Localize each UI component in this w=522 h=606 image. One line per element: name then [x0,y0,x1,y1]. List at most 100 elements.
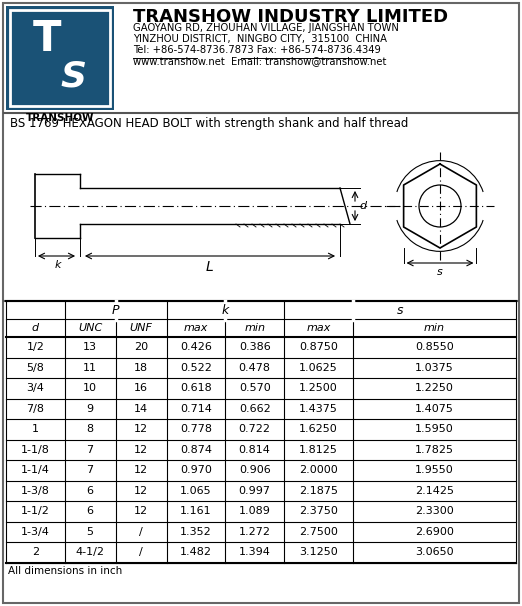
Text: TRANSHOW: TRANSHOW [26,113,94,123]
Text: 1.161: 1.161 [180,506,212,516]
Text: d: d [359,201,366,211]
Text: 0.478: 0.478 [239,363,270,373]
Text: /: / [139,547,143,558]
Text: 1.2500: 1.2500 [299,383,338,393]
Text: 0.386: 0.386 [239,342,270,352]
Text: 1.0625: 1.0625 [299,363,338,373]
Text: 1.2250: 1.2250 [415,383,454,393]
Text: 5/8: 5/8 [27,363,44,373]
Text: All dimensions in inch: All dimensions in inch [8,565,122,576]
Text: min: min [424,323,445,333]
Text: Tel: +86-574-8736.7873 Fax: +86-574-8736.4349: Tel: +86-574-8736.7873 Fax: +86-574-8736… [133,45,381,55]
Text: 0.8550: 0.8550 [415,342,454,352]
Text: 1-3/4: 1-3/4 [21,527,50,537]
Text: BS 1769 HEXAGON HEAD BOLT with strength shank and half thread: BS 1769 HEXAGON HEAD BOLT with strength … [10,117,408,130]
Text: 1.0375: 1.0375 [415,363,454,373]
Text: TRANSHOW INDUSTRY LIMITED: TRANSHOW INDUSTRY LIMITED [133,8,448,26]
Text: 1.065: 1.065 [180,486,212,496]
Text: 1.352: 1.352 [180,527,212,537]
Text: 2.6900: 2.6900 [415,527,454,537]
Text: 1/2: 1/2 [27,342,44,352]
Text: 0.997: 0.997 [239,486,270,496]
Text: 3/4: 3/4 [27,383,44,393]
Text: 12: 12 [134,506,148,516]
Text: 7/8: 7/8 [26,404,44,414]
Text: 3.0650: 3.0650 [415,547,454,558]
Text: 0.778: 0.778 [180,424,212,435]
Text: 2.7500: 2.7500 [299,527,338,537]
Text: 9: 9 [87,404,94,414]
Text: 0.618: 0.618 [180,383,212,393]
Text: 1.394: 1.394 [239,547,270,558]
Text: 1.272: 1.272 [239,527,270,537]
Text: 12: 12 [134,486,148,496]
Text: 14: 14 [134,404,148,414]
Text: 6: 6 [87,486,93,496]
Text: T: T [33,18,61,60]
Text: /: / [139,527,143,537]
Text: 11: 11 [83,363,97,373]
Text: 20: 20 [134,342,148,352]
Text: L: L [206,260,214,274]
Text: 6: 6 [87,506,93,516]
Text: UNF: UNF [129,323,152,333]
Text: 12: 12 [134,445,148,454]
Text: min: min [244,323,265,333]
Text: 12: 12 [134,424,148,435]
Text: 0.874: 0.874 [180,445,212,454]
Text: 1-3/8: 1-3/8 [21,486,50,496]
Text: 1.4075: 1.4075 [415,404,454,414]
Text: s: s [437,267,443,277]
Text: 2.1425: 2.1425 [415,486,454,496]
Text: S: S [60,60,86,94]
Text: 1.482: 1.482 [180,547,212,558]
Text: 0.570: 0.570 [239,383,270,393]
Text: s: s [397,304,403,316]
Text: 0.814: 0.814 [239,445,270,454]
Text: 1.5950: 1.5950 [415,424,454,435]
Text: 1-1/8: 1-1/8 [21,445,50,454]
Text: 1.6250: 1.6250 [299,424,338,435]
Text: 1: 1 [32,424,39,435]
Text: 8: 8 [87,424,94,435]
Text: 0.662: 0.662 [239,404,270,414]
Bar [10,10,110,106]
Text: 0.970: 0.970 [180,465,212,475]
Text: 7: 7 [87,445,94,454]
Text: 4-1/2: 4-1/2 [76,547,104,558]
Text: d: d [32,323,39,333]
Text: 2.3750: 2.3750 [299,506,338,516]
Text: 0.714: 0.714 [180,404,212,414]
Text: 5: 5 [87,527,93,537]
Text: 18: 18 [134,363,148,373]
Text: 1.4375: 1.4375 [299,404,338,414]
Text: k: k [54,260,61,270]
Bar [6,6,114,110]
Text: 0.426: 0.426 [180,342,212,352]
Text: 2.0000: 2.0000 [299,465,338,475]
Text: UNC: UNC [78,323,102,333]
Text: 1.7825: 1.7825 [415,445,454,454]
Text: 7: 7 [87,465,94,475]
Text: 13: 13 [83,342,97,352]
Text: GAOYANG RD, ZHOUHAN VILLAGE, JIANGSHAN TOWN: GAOYANG RD, ZHOUHAN VILLAGE, JIANGSHAN T… [133,23,399,33]
Text: YINZHOU DISTRICT,  NINGBO CITY,  315100  CHINA: YINZHOU DISTRICT, NINGBO CITY, 315100 CH… [133,34,387,44]
Text: max: max [306,323,330,333]
Text: 2.3300: 2.3300 [415,506,454,516]
Text: 1.9550: 1.9550 [415,465,454,475]
Text: 3.1250: 3.1250 [299,547,338,558]
Text: P: P [112,304,120,316]
Text: 1-1/4: 1-1/4 [21,465,50,475]
Text: 0.522: 0.522 [180,363,212,373]
Text: 2: 2 [32,547,39,558]
Text: 0.8750: 0.8750 [299,342,338,352]
Text: 12: 12 [134,465,148,475]
Text: 10: 10 [83,383,97,393]
Text: 0.906: 0.906 [239,465,270,475]
Text: 0.722: 0.722 [239,424,270,435]
Text: www.transhow.net  Email: transhow@transhow.net: www.transhow.net Email: transhow@transho… [133,56,386,66]
Text: 1.8125: 1.8125 [299,445,338,454]
Text: 1-1/2: 1-1/2 [21,506,50,516]
Text: 1.089: 1.089 [239,506,270,516]
Text: 16: 16 [134,383,148,393]
